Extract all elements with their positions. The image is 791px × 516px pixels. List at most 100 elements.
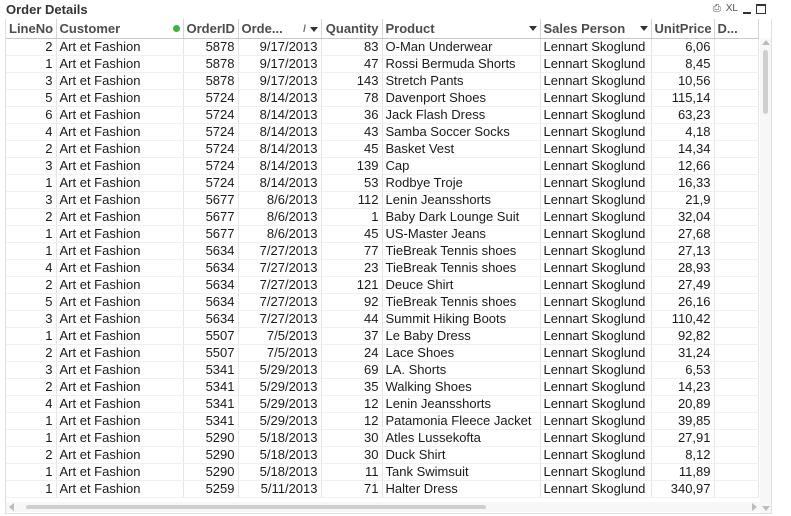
- restore-icon[interactable]: [756, 4, 766, 14]
- table-row[interactable]: 2 Art et Fashion 5677 8/6/2013 1 Baby Dark Lo…: [6, 208, 759, 226]
- cell-orderdate[interactable]: 7/27/2013: [238, 276, 322, 294]
- vertical-scrollbar[interactable]: [760, 38, 771, 513]
- cell-customer[interactable]: Art et Fashion: [56, 395, 184, 413]
- cell-quantity[interactable]: 43: [321, 123, 383, 141]
- col-header-d[interactable]: D...: [714, 19, 759, 39]
- cell-unitprice[interactable]: 28,93: [651, 259, 715, 277]
- scroll-right-icon[interactable]: [752, 503, 757, 511]
- cell-orderdate[interactable]: 5/29/2013: [238, 361, 322, 379]
- cell-salesperson[interactable]: Lennart Skoglund: [540, 123, 652, 141]
- cell-lineno[interactable]: 6: [6, 106, 57, 124]
- table-row[interactable]: 1 Art et Fashion 5677 8/6/2013 45 US-Master J…: [6, 225, 759, 243]
- cell-customer[interactable]: Art et Fashion: [56, 480, 184, 498]
- cell-lineno[interactable]: 1: [6, 55, 57, 73]
- cell-lineno[interactable]: 4: [6, 395, 57, 413]
- cell-unitprice[interactable]: 10,56: [651, 72, 715, 90]
- cell-orderdate[interactable]: 9/17/2013: [238, 38, 322, 56]
- scroll-thumb[interactable]: [26, 505, 486, 509]
- cell-orderdate[interactable]: 7/27/2013: [238, 259, 322, 277]
- cell-unitprice[interactable]: 14,23: [651, 378, 715, 396]
- cell-unitprice[interactable]: 16,33: [651, 174, 715, 192]
- cell-unitprice[interactable]: 39,85: [651, 412, 715, 430]
- horizontal-scrollbar[interactable]: [6, 502, 760, 512]
- cell-salesperson[interactable]: Lennart Skoglund: [540, 89, 652, 107]
- cell-orderid[interactable]: 5341: [183, 361, 239, 379]
- cell-quantity[interactable]: 44: [321, 310, 383, 328]
- col-header-quantity[interactable]: Quantity: [321, 19, 383, 39]
- cell-lineno[interactable]: 1: [6, 412, 57, 430]
- cell-customer[interactable]: Art et Fashion: [56, 446, 184, 464]
- cell-unitprice[interactable]: 12,66: [651, 157, 715, 175]
- cell-orderdate[interactable]: 5/18/2013: [238, 446, 322, 464]
- cell-customer[interactable]: Art et Fashion: [56, 293, 184, 311]
- cell-salesperson[interactable]: Lennart Skoglund: [540, 174, 652, 192]
- table-row[interactable]: 2 Art et Fashion 5634 7/27/2013 121 Deuce Shi…: [6, 276, 759, 294]
- cell-unitprice[interactable]: 27,68: [651, 225, 715, 243]
- cell-orderdate[interactable]: 5/18/2013: [238, 429, 322, 447]
- cell-quantity[interactable]: 139: [321, 157, 383, 175]
- cell-orderid[interactable]: 5634: [183, 276, 239, 294]
- cell-orderid[interactable]: 5724: [183, 140, 239, 158]
- cell-lineno[interactable]: 1: [6, 429, 57, 447]
- minimize-icon[interactable]: [743, 11, 751, 14]
- cell-salesperson[interactable]: Lennart Skoglund: [540, 72, 652, 90]
- col-header-unitprice[interactable]: UnitPrice: [651, 19, 715, 39]
- cell-orderdate[interactable]: 9/17/2013: [238, 72, 322, 90]
- table-row[interactable]: 2 Art et Fashion 5507 7/5/2013 24 Lace Shoes L…: [6, 344, 759, 362]
- cell-lineno[interactable]: 2: [6, 140, 57, 158]
- cell-quantity[interactable]: 45: [321, 140, 383, 158]
- cell-lineno[interactable]: 1: [6, 225, 57, 243]
- cell-unitprice[interactable]: 92,82: [651, 327, 715, 345]
- cell-lineno[interactable]: 2: [6, 38, 57, 56]
- cell-quantity[interactable]: 24: [321, 344, 383, 362]
- cell-salesperson[interactable]: Lennart Skoglund: [540, 344, 652, 362]
- table-row[interactable]: 4 Art et Fashion 5634 7/27/2013 23 TieBreak T…: [6, 259, 759, 277]
- cell-orderid[interactable]: 5507: [183, 327, 239, 345]
- cell-salesperson[interactable]: Lennart Skoglund: [540, 276, 652, 294]
- table-row[interactable]: 2 Art et Fashion 5878 9/17/2013 83 O-Man Unde…: [6, 38, 759, 56]
- table-row[interactable]: 1 Art et Fashion 5290 5/18/2013 11 Tank Swims…: [6, 463, 759, 481]
- cell-product[interactable]: Lace Shoes: [382, 344, 541, 362]
- cell-orderdate[interactable]: 8/14/2013: [238, 106, 322, 124]
- cell-orderdate[interactable]: 8/14/2013: [238, 174, 322, 192]
- table-row[interactable]: 1 Art et Fashion 5878 9/17/2013 47 Rossi Berm…: [6, 55, 759, 73]
- cell-quantity[interactable]: 23: [321, 259, 383, 277]
- cell-quantity[interactable]: 45: [321, 225, 383, 243]
- cell-orderdate[interactable]: 8/14/2013: [238, 89, 322, 107]
- cell-salesperson[interactable]: Lennart Skoglund: [540, 446, 652, 464]
- cell-lineno[interactable]: 3: [6, 157, 57, 175]
- cell-product[interactable]: Basket Vest: [382, 140, 541, 158]
- cell-lineno[interactable]: 1: [6, 327, 57, 345]
- cell-orderid[interactable]: 5878: [183, 55, 239, 73]
- cell-lineno[interactable]: 3: [6, 72, 57, 90]
- cell-product[interactable]: LA. Shorts: [382, 361, 541, 379]
- cell-product[interactable]: Tank Swimsuit: [382, 463, 541, 481]
- cell-orderdate[interactable]: 8/6/2013: [238, 208, 322, 226]
- table-row[interactable]: 4 Art et Fashion 5724 8/14/2013 43 Samba Socc…: [6, 123, 759, 141]
- cell-orderid[interactable]: 5878: [183, 38, 239, 56]
- cell-lineno[interactable]: 3: [6, 361, 57, 379]
- table-row[interactable]: 2 Art et Fashion 5724 8/14/2013 45 Basket Ves…: [6, 140, 759, 158]
- cell-quantity[interactable]: 1: [321, 208, 383, 226]
- cell-unitprice[interactable]: 27,91: [651, 429, 715, 447]
- cell-customer[interactable]: Art et Fashion: [56, 259, 184, 277]
- cell-product[interactable]: Lenin Jeansshorts: [382, 191, 541, 209]
- cell-salesperson[interactable]: Lennart Skoglund: [540, 327, 652, 345]
- table-row[interactable]: 2 Art et Fashion 5341 5/29/2013 35 Walking Sh…: [6, 378, 759, 396]
- cell-customer[interactable]: Art et Fashion: [56, 310, 184, 328]
- cell-quantity[interactable]: 12: [321, 412, 383, 430]
- cell-product[interactable]: TieBreak Tennis shoes: [382, 242, 541, 260]
- cell-salesperson[interactable]: Lennart Skoglund: [540, 208, 652, 226]
- cell-orderid[interactable]: 5724: [183, 157, 239, 175]
- cell-orderid[interactable]: 5677: [183, 208, 239, 226]
- cell-customer[interactable]: Art et Fashion: [56, 242, 184, 260]
- cell-lineno[interactable]: 2: [6, 208, 57, 226]
- cell-orderid[interactable]: 5259: [183, 480, 239, 498]
- cell-quantity[interactable]: 83: [321, 38, 383, 56]
- cell-customer[interactable]: Art et Fashion: [56, 361, 184, 379]
- cell-product[interactable]: Samba Soccer Socks: [382, 123, 541, 141]
- cell-customer[interactable]: Art et Fashion: [56, 327, 184, 345]
- cell-unitprice[interactable]: 6,53: [651, 361, 715, 379]
- cell-salesperson[interactable]: Lennart Skoglund: [540, 293, 652, 311]
- cell-unitprice[interactable]: 115,14: [651, 89, 715, 107]
